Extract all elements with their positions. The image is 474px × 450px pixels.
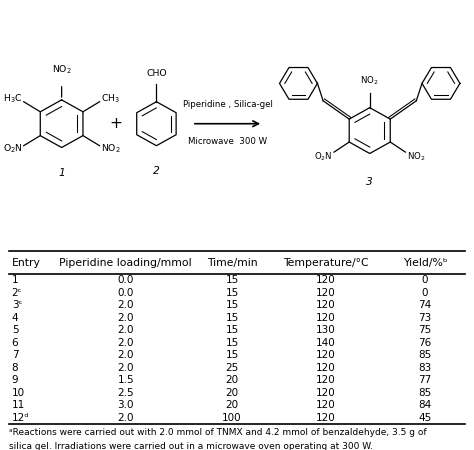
Text: silica gel. Irradiations were carried out in a microwave oven operating at 300 W: silica gel. Irradiations were carried ou… <box>9 442 374 450</box>
Text: 83: 83 <box>419 363 432 373</box>
Text: 2ᶜ: 2ᶜ <box>12 288 22 298</box>
Text: 76: 76 <box>419 338 432 348</box>
Text: 120: 120 <box>316 350 336 360</box>
Text: O$_2$N: O$_2$N <box>314 150 333 163</box>
Text: 1: 1 <box>12 275 18 285</box>
Text: 10: 10 <box>12 388 25 398</box>
Text: 4: 4 <box>12 313 18 323</box>
Text: 0: 0 <box>422 288 428 298</box>
Text: 15: 15 <box>226 313 239 323</box>
Text: 120: 120 <box>316 375 336 385</box>
Text: 25: 25 <box>226 363 239 373</box>
Text: 120: 120 <box>316 275 336 285</box>
Text: CHO: CHO <box>146 69 167 78</box>
Text: 11: 11 <box>12 400 25 410</box>
Text: 15: 15 <box>226 275 239 285</box>
Text: 120: 120 <box>316 313 336 323</box>
Text: Entry: Entry <box>12 258 41 268</box>
Text: 85: 85 <box>419 350 432 360</box>
Text: 15: 15 <box>226 301 239 310</box>
Text: NO$_2$: NO$_2$ <box>101 142 121 155</box>
Text: NO$_2$: NO$_2$ <box>360 75 379 87</box>
Text: 84: 84 <box>419 400 432 410</box>
Text: Time/min: Time/min <box>207 258 257 268</box>
Text: 2.0: 2.0 <box>118 363 134 373</box>
Text: CH$_3$: CH$_3$ <box>101 93 120 105</box>
Text: 7: 7 <box>12 350 18 360</box>
Text: 20: 20 <box>226 388 238 398</box>
Text: 15: 15 <box>226 338 239 348</box>
Text: Piperidine , Silica-gel: Piperidine , Silica-gel <box>182 100 273 109</box>
Text: 2.5: 2.5 <box>118 388 134 398</box>
Text: 15: 15 <box>226 288 239 298</box>
Text: Piperidine loading/mmol: Piperidine loading/mmol <box>59 258 192 268</box>
Text: 2.0: 2.0 <box>118 301 134 310</box>
Text: 74: 74 <box>419 301 432 310</box>
Text: 0.0: 0.0 <box>118 275 134 285</box>
Text: Microwave  300 W: Microwave 300 W <box>188 136 267 145</box>
Text: ᵃReactions were carried out with 2.0 mmol of TNMX and 4.2 mmol of benzaldehyde, : ᵃReactions were carried out with 2.0 mmo… <box>9 428 427 437</box>
Text: 77: 77 <box>419 375 432 385</box>
Text: 12ᵈ: 12ᵈ <box>12 413 29 423</box>
Text: 3: 3 <box>366 177 373 187</box>
Text: 73: 73 <box>419 313 432 323</box>
Text: 2.0: 2.0 <box>118 350 134 360</box>
Text: 3.0: 3.0 <box>118 400 134 410</box>
Text: 20: 20 <box>226 375 238 385</box>
Text: 0.0: 0.0 <box>118 288 134 298</box>
Text: 3ᶜ: 3ᶜ <box>12 301 22 310</box>
Text: 120: 120 <box>316 301 336 310</box>
Text: H$_3$C: H$_3$C <box>3 93 22 105</box>
Text: 1: 1 <box>58 168 65 178</box>
Text: 45: 45 <box>419 413 432 423</box>
Text: Temperature/°C: Temperature/°C <box>283 258 369 268</box>
Text: 2: 2 <box>153 166 160 176</box>
Text: 120: 120 <box>316 413 336 423</box>
Text: 120: 120 <box>316 388 336 398</box>
Text: 6: 6 <box>12 338 18 348</box>
Text: 130: 130 <box>316 325 336 335</box>
Text: 5: 5 <box>12 325 18 335</box>
Text: 15: 15 <box>226 350 239 360</box>
Text: Yield/%ᵇ: Yield/%ᵇ <box>403 258 447 268</box>
Text: 9: 9 <box>12 375 18 385</box>
Text: O$_2$N: O$_2$N <box>2 142 22 155</box>
Text: NO$_2$: NO$_2$ <box>407 150 426 163</box>
Text: 100: 100 <box>222 413 242 423</box>
Text: 140: 140 <box>316 338 336 348</box>
Text: 20: 20 <box>226 400 238 410</box>
Text: 120: 120 <box>316 288 336 298</box>
Text: +: + <box>109 116 123 131</box>
Text: 2.0: 2.0 <box>118 338 134 348</box>
Text: 15: 15 <box>226 325 239 335</box>
Text: 2.0: 2.0 <box>118 325 134 335</box>
Text: 2.0: 2.0 <box>118 313 134 323</box>
Text: 120: 120 <box>316 400 336 410</box>
Text: 85: 85 <box>419 388 432 398</box>
Text: 0: 0 <box>422 275 428 285</box>
Text: 2.0: 2.0 <box>118 413 134 423</box>
Text: 75: 75 <box>419 325 432 335</box>
Text: 120: 120 <box>316 363 336 373</box>
Text: NO$_2$: NO$_2$ <box>52 63 72 76</box>
Text: 1.5: 1.5 <box>118 375 134 385</box>
Text: 8: 8 <box>12 363 18 373</box>
